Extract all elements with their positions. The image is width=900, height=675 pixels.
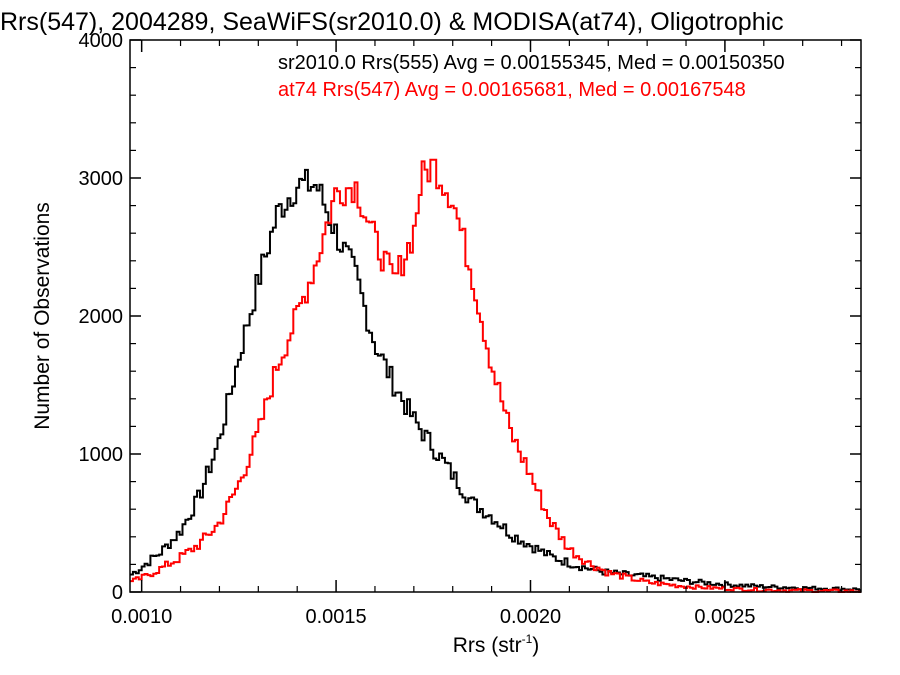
y-tick-label: 1000 [79,444,124,466]
histogram-series-sr2010 [130,168,861,592]
annotation-sr2010: sr2010.0 Rrs(555) Avg = 0.00155345, Med … [278,52,785,74]
x-axis-label-main: Rrs (str [453,634,522,657]
x-axis-label: Rrs (str-1) [453,632,540,657]
x-axis-label-close: ) [532,634,539,657]
x-axis-label-superscript: -1 [522,632,533,646]
annotation-at74: at74 Rrs(547) Avg = 0.00165681, Med = 0.… [278,79,746,101]
x-tick-label: 0.0020 [500,606,561,628]
x-tick-label: 0.0010 [111,606,172,628]
x-tick-label: 0.0025 [694,606,755,628]
y-tick-label: 4000 [79,30,124,52]
chart-title: Rrs(547), 2004289, SeaWiFS(sr2010.0) & M… [0,8,784,36]
plot-area [130,158,861,593]
y-tick-label: 0 [112,582,123,604]
x-axis: 0.0010 0.0015 0.0020 0.0025 [111,40,843,628]
y-tick-label: 2000 [79,306,124,328]
x-tick-label: 0.0015 [305,606,366,628]
y-tick-label: 3000 [79,168,124,190]
histogram-series-at74 [130,158,861,593]
y-axis: 0 1000 2000 3000 4000 [79,30,861,604]
y-axis-label: Number of Observations [31,202,54,430]
